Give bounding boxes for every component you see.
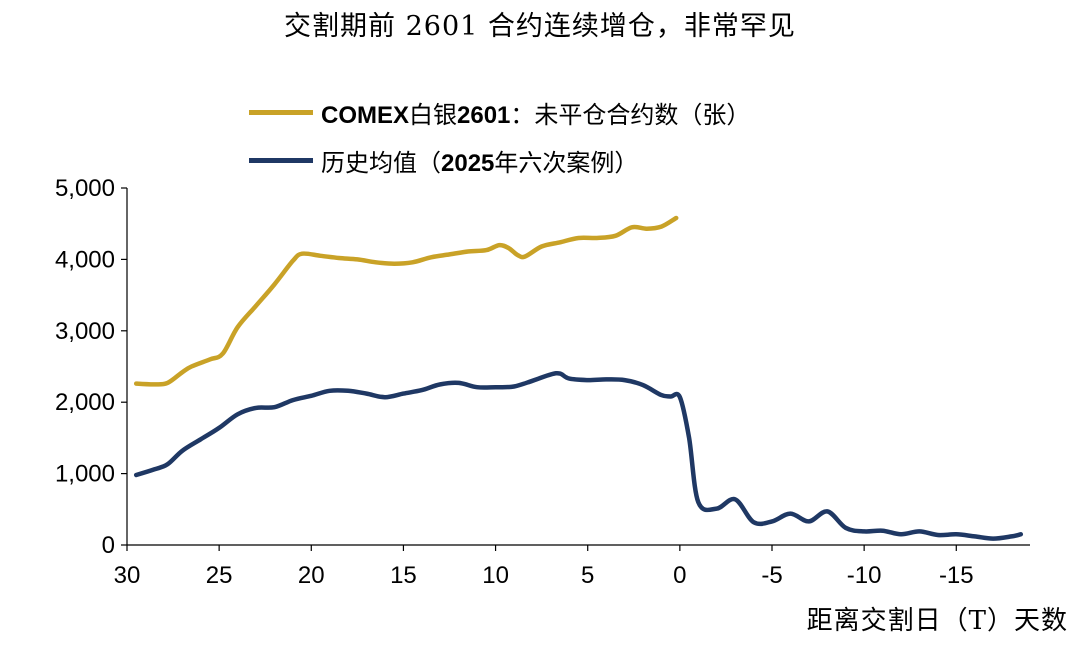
x-tick-label: -5 bbox=[761, 562, 782, 589]
legend-text-part: ：未平仓合约数（张） bbox=[510, 100, 751, 129]
axes: 5,000 4,000 3,000 2,000 1,000 0 30 25 20 15 10 5 0 -5… bbox=[55, 175, 1030, 589]
legend-text-part: 白银 bbox=[409, 100, 458, 129]
x-tick-label: 0 bbox=[673, 562, 686, 589]
y-tick-label: 4,000 bbox=[55, 246, 115, 273]
x-tick-label: -15 bbox=[939, 562, 974, 589]
series-line-comex-silver bbox=[133, 215, 679, 387]
series-lines bbox=[133, 215, 1024, 541]
legend-swatch-gold bbox=[249, 109, 313, 115]
legend-swatch-navy bbox=[249, 157, 313, 163]
y-tick-label: 3,000 bbox=[55, 318, 115, 345]
legend-text-part: 历史均值（ bbox=[321, 148, 441, 177]
legend-text-part: 2025 bbox=[441, 149, 495, 177]
x-tick-label: 5 bbox=[581, 562, 594, 589]
y-tick-label: 2,000 bbox=[55, 389, 115, 416]
x-tick-label: 20 bbox=[298, 562, 325, 589]
y-tick-label: 0 bbox=[102, 532, 115, 559]
y-tick-label: 5,000 bbox=[55, 175, 115, 202]
legend-item-comex-silver: COMEX白银2601：未平仓合约数（张） bbox=[249, 88, 750, 136]
chart-title: 交割期前 2601 合约连续增仓，非常罕见 bbox=[284, 11, 796, 42]
x-tick-label: 30 bbox=[114, 562, 141, 589]
legend-label-comex-silver: COMEX白银2601：未平仓合约数（张） bbox=[321, 95, 750, 130]
x-tick-label: 15 bbox=[390, 562, 417, 589]
x-tick-label: 25 bbox=[206, 562, 233, 589]
legend: COMEX白银2601：未平仓合约数（张） 历史均值（2025年六次案例） bbox=[249, 88, 750, 184]
legend-text-part: COMEX bbox=[321, 101, 410, 129]
legend-text-part: 2601 bbox=[457, 101, 511, 129]
x-tick-label: 10 bbox=[482, 562, 509, 589]
x-tick-label: -10 bbox=[847, 562, 882, 589]
series-line-historical-average bbox=[133, 370, 1024, 541]
y-tick-label: 1,000 bbox=[55, 461, 115, 488]
legend-label-historical-average: 历史均值（2025年六次案例） bbox=[321, 143, 638, 178]
legend-item-historical-average: 历史均值（2025年六次案例） bbox=[249, 136, 750, 184]
legend-text-part: 年六次案例） bbox=[494, 148, 639, 177]
x-axis-label: 距离交割日（T）天数 bbox=[806, 606, 1068, 636]
